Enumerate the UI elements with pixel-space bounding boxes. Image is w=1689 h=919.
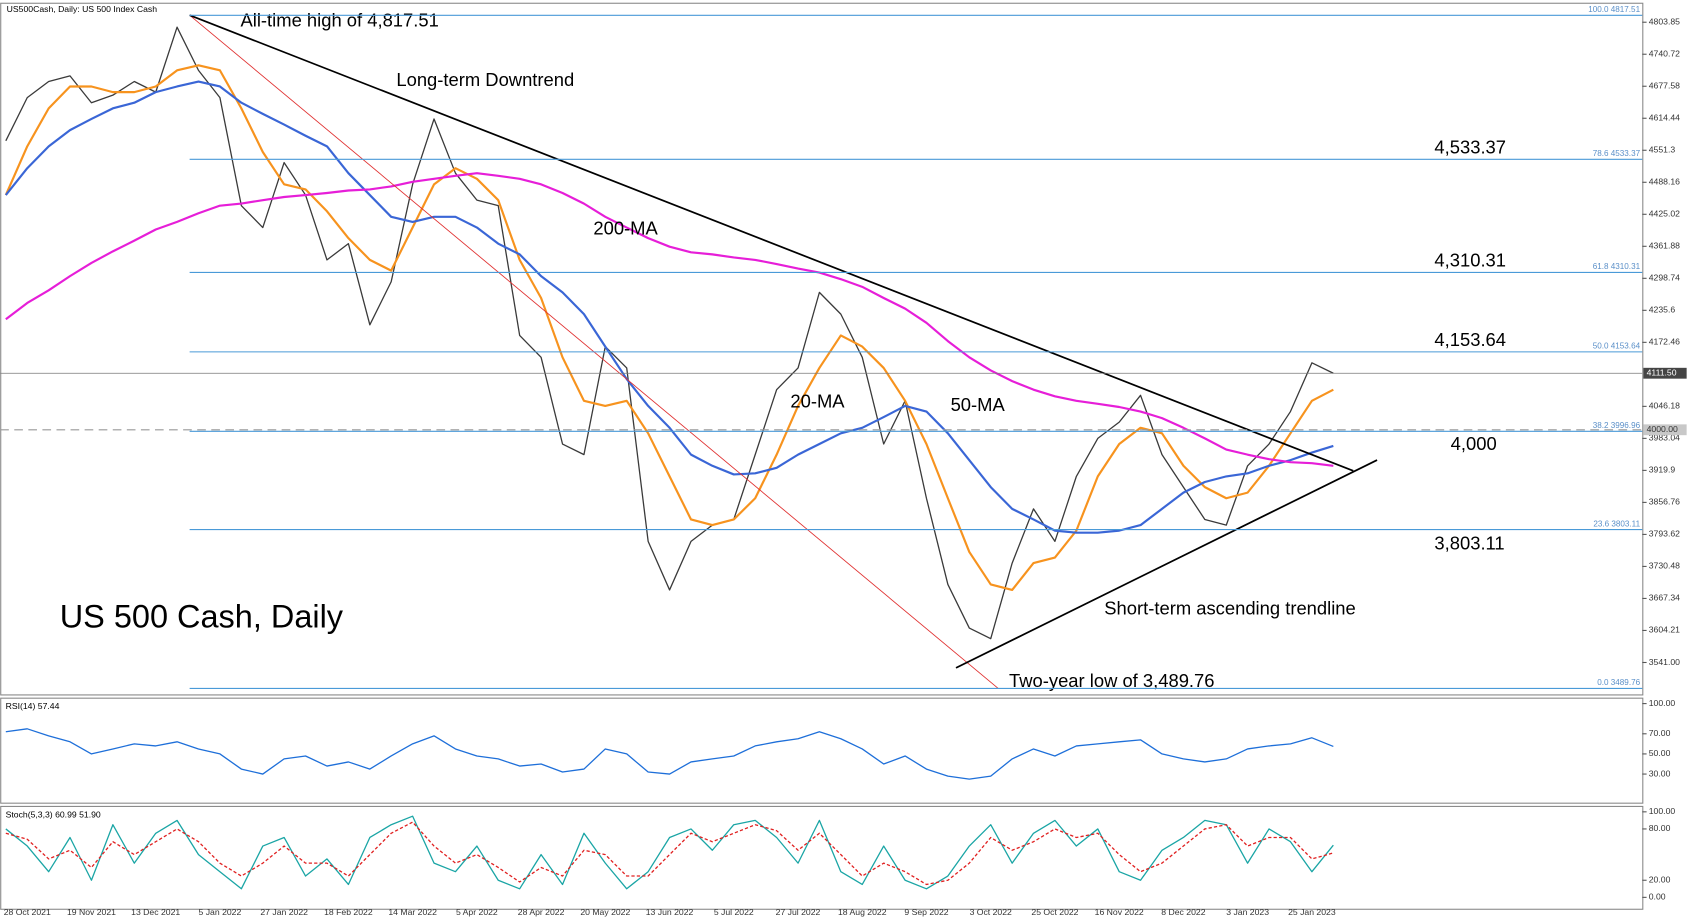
y-tick-label: 4361.88 bbox=[1649, 241, 1680, 251]
x-tick-label: 27 Jul 2022 bbox=[776, 907, 821, 917]
ascending-trendline bbox=[955, 459, 1378, 669]
y-tick-label: 4172.46 bbox=[1649, 337, 1680, 347]
x-tick-label: 14 Mar 2022 bbox=[388, 907, 437, 917]
fib-label: 23.6 3803.11 bbox=[1593, 519, 1640, 528]
x-tick-label: 18 Feb 2022 bbox=[324, 907, 373, 917]
stoch-header: Stoch(5,3,3) 60.99 51.90 bbox=[6, 809, 101, 819]
x-tick-label: 25 Jan 2023 bbox=[1288, 907, 1336, 917]
stoch-panel bbox=[0, 805, 1644, 910]
y-tick-label: 4298.74 bbox=[1649, 273, 1680, 283]
x-tick-label: 28 Oct 2021 bbox=[4, 907, 51, 917]
ma-line bbox=[4, 64, 1334, 592]
x-tick-label: 13 Dec 2021 bbox=[131, 907, 180, 917]
x-tick-label: 5 Apr 2022 bbox=[456, 907, 498, 917]
indicator-line bbox=[5, 728, 1334, 780]
y-tick-label: 3604.21 bbox=[1649, 625, 1680, 635]
rsi-header: RSI(14) 57.44 bbox=[6, 701, 60, 711]
y-tick-label: 3667.34 bbox=[1649, 593, 1680, 603]
y-tick-label: 4425.02 bbox=[1649, 209, 1680, 219]
fib-label: 0.0 3489.76 bbox=[1597, 678, 1640, 687]
y-tick-label: 4046.18 bbox=[1649, 401, 1680, 411]
ma-label: 200-MA bbox=[593, 217, 658, 238]
x-tick-label: 28 Apr 2022 bbox=[518, 907, 565, 917]
y-tick-label: 3730.48 bbox=[1649, 561, 1680, 571]
x-tick-label: 18 Aug 2022 bbox=[838, 907, 887, 917]
x-tick-label: 13 Jun 2022 bbox=[646, 907, 694, 917]
x-tick-label: 19 Nov 2021 bbox=[67, 907, 116, 917]
level-box-label: 4000.00 bbox=[1647, 424, 1678, 434]
y-tick-label: 80.00 bbox=[1649, 823, 1671, 833]
level-callout: 4,310.31 bbox=[1434, 249, 1506, 270]
ma-label: 20-MA bbox=[790, 391, 845, 412]
main-panel bbox=[0, 2, 1644, 696]
y-tick-label: 3541.00 bbox=[1649, 657, 1680, 667]
rsi-panel bbox=[0, 697, 1644, 804]
y-tick-label: 4488.16 bbox=[1649, 177, 1680, 187]
x-tick-label: 5 Jul 2022 bbox=[714, 907, 754, 917]
x-tick-label: 16 Nov 2022 bbox=[1095, 907, 1144, 917]
fib-label: 50.0 4153.64 bbox=[1593, 342, 1641, 351]
indicator-line bbox=[5, 821, 1334, 886]
y-tick-label: 30.00 bbox=[1649, 768, 1671, 778]
price-line bbox=[5, 26, 1334, 640]
y-tick-label: 4614.44 bbox=[1649, 113, 1680, 123]
y-tick-label: 4740.72 bbox=[1649, 49, 1680, 59]
y-tick-label: 4551.3 bbox=[1649, 145, 1676, 155]
y-tick-label: 50.00 bbox=[1649, 748, 1671, 758]
x-tick-label: 20 May 2022 bbox=[580, 907, 630, 917]
x-tick-label: 9 Sep 2022 bbox=[904, 907, 948, 917]
y-tick-label: 70.00 bbox=[1649, 728, 1671, 738]
level-callout: 4,153.64 bbox=[1434, 329, 1506, 350]
y-tick-label: 4803.85 bbox=[1649, 17, 1680, 27]
y-tick-label: 3793.62 bbox=[1649, 529, 1680, 539]
chart-caption: US 500 Cash, Daily bbox=[60, 599, 344, 635]
fib-label: 38.2 3996.96 bbox=[1593, 421, 1641, 430]
y-tick-label: 4677.58 bbox=[1649, 81, 1680, 91]
x-tick-label: 27 Jan 2022 bbox=[260, 907, 308, 917]
y-tick-label: 20.00 bbox=[1649, 875, 1671, 885]
x-tick-label: 3 Oct 2022 bbox=[970, 907, 1012, 917]
y-tick-label: 3856.76 bbox=[1649, 497, 1680, 507]
annotation: Short-term ascending trendline bbox=[1104, 597, 1355, 618]
annotation: All-time high of 4,817.51 bbox=[240, 10, 438, 31]
fib-label: 100.0 4817.51 bbox=[1588, 5, 1640, 14]
indicator-line bbox=[5, 815, 1334, 890]
symbol-header: US500Cash, Daily: US 500 Index Cash bbox=[7, 4, 158, 14]
drawing-layer bbox=[4, 26, 1334, 890]
ma-label: 50-MA bbox=[951, 394, 1006, 415]
y-tick-label: 3983.04 bbox=[1649, 433, 1680, 443]
x-tick-label: 8 Dec 2022 bbox=[1161, 907, 1205, 917]
y-tick-label: 0.00 bbox=[1649, 892, 1666, 902]
ma-line bbox=[5, 172, 1334, 467]
x-tick-label: 25 Oct 2022 bbox=[1031, 907, 1078, 917]
x-tick-label: 5 Jan 2022 bbox=[199, 907, 242, 917]
level-box bbox=[1643, 424, 1687, 436]
y-tick-label: 100.00 bbox=[1649, 698, 1676, 708]
y-tick-label: 4235.6 bbox=[1649, 305, 1676, 315]
fib-label: 61.8 4310.31 bbox=[1593, 262, 1641, 271]
x-tick-label: 3 Jan 2023 bbox=[1226, 907, 1269, 917]
y-tick-label: 3919.9 bbox=[1649, 465, 1676, 475]
ma-line bbox=[4, 80, 1334, 534]
annotation: Two-year low of 3,489.76 bbox=[1009, 670, 1214, 691]
level-callout: 4,533.37 bbox=[1434, 136, 1506, 157]
level-callout: 4,000 bbox=[1451, 433, 1497, 454]
downtrend-line bbox=[189, 14, 1354, 472]
last-price-label: 4111.50 bbox=[1647, 368, 1677, 378]
y-tick-label: 100.00 bbox=[1649, 806, 1676, 816]
fib-label: 78.6 4533.37 bbox=[1593, 149, 1641, 158]
last-price-box bbox=[1643, 367, 1687, 379]
level-callout: 3,803.11 bbox=[1434, 533, 1504, 554]
annotation: Long-term Downtrend bbox=[396, 69, 574, 90]
